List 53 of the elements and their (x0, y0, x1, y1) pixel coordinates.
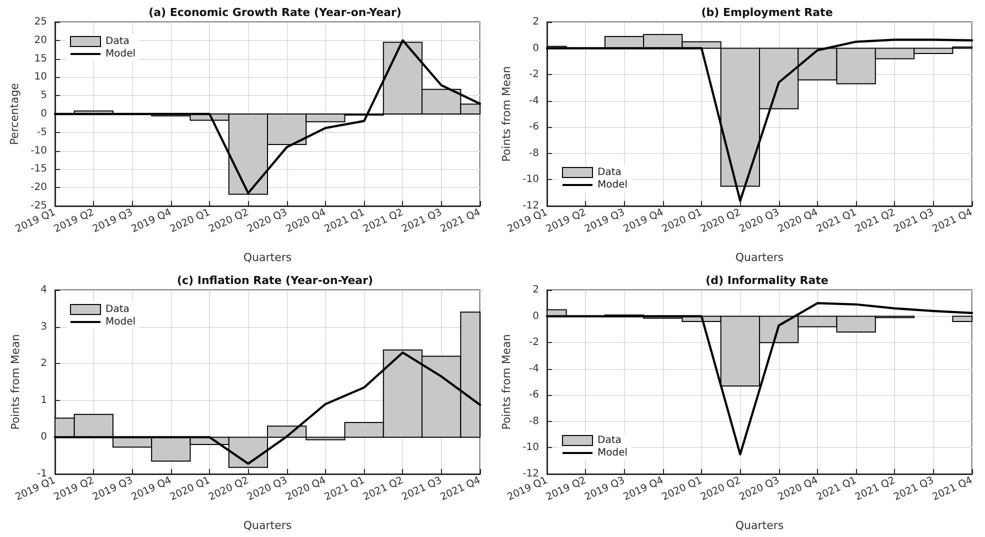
y-tick-label: 0 (532, 310, 539, 322)
y-tick-label: -12 (522, 200, 539, 212)
legend-label: Model (598, 180, 628, 190)
x-axis-title: Quarters (735, 519, 784, 532)
legend-label: Data (598, 435, 622, 446)
y-tick-label: -6 (529, 122, 539, 133)
y-tick-label: 2 (532, 16, 539, 28)
y-tick-label: 0 (532, 42, 539, 54)
y-tick-label: 20 (34, 34, 47, 46)
y-tick-label: 2 (40, 358, 47, 370)
legend-label: Data (106, 36, 130, 47)
chart-title: (c) Inflation Rate (Year-on-Year) (176, 274, 374, 287)
legend-label: Model (106, 316, 136, 328)
y-tick-label: -4 (529, 363, 539, 374)
y-tick-label: 3 (40, 321, 47, 332)
y-tick-label: -2 (529, 337, 539, 348)
y-tick-label: -10 (522, 442, 539, 454)
y-tick-label: -2 (529, 69, 539, 80)
y-tick-label: 5 (40, 90, 47, 102)
y-tick-label: 15 (34, 53, 47, 64)
chart-title: (b) Employment Rate (701, 6, 833, 19)
y-tick-label: -12 (522, 468, 539, 480)
chart-title: (a) Economic Growth Rate (Year-on-Year) (148, 6, 402, 19)
y-tick-label: -8 (529, 148, 539, 159)
y-tick-label: 4 (40, 284, 47, 296)
y-tick-label: -5 (37, 126, 47, 138)
y-tick-label: -6 (529, 390, 539, 401)
y-tick-label: -4 (529, 95, 539, 106)
y-tick-label: -25 (30, 200, 47, 212)
chart-title: (d) Informality Rate (706, 274, 828, 287)
legend-label: Model (598, 448, 628, 458)
legend-label: Data (598, 167, 622, 178)
y-tick-label: 0 (40, 108, 47, 120)
y-tick-label: 0 (40, 432, 47, 443)
y-axis-title: Percentage (8, 82, 21, 145)
y-tick-label: 25 (34, 16, 47, 28)
y-tick-label: -8 (529, 416, 539, 427)
y-axis-title: Points from Mean (500, 66, 513, 162)
y-tick-label: -1 (37, 468, 47, 480)
y-tick-label: 2 (532, 284, 539, 296)
y-tick-label: -10 (30, 145, 47, 156)
y-axis-title: Points from Mean (9, 334, 22, 430)
x-axis-title: Quarters (735, 251, 784, 264)
x-axis-title: Quarters (243, 519, 292, 532)
y-tick-label: -15 (30, 164, 47, 175)
y-axis-title: Points from Mean (500, 334, 513, 430)
y-tick-label: 10 (34, 72, 47, 83)
legend-label: Data (106, 304, 130, 315)
x-axis-title: Quarters (243, 251, 292, 264)
y-tick-label: -10 (522, 174, 539, 186)
legend-label: Model (106, 48, 136, 60)
y-tick-label: 1 (40, 394, 47, 406)
y-tick-label: -20 (30, 182, 47, 194)
